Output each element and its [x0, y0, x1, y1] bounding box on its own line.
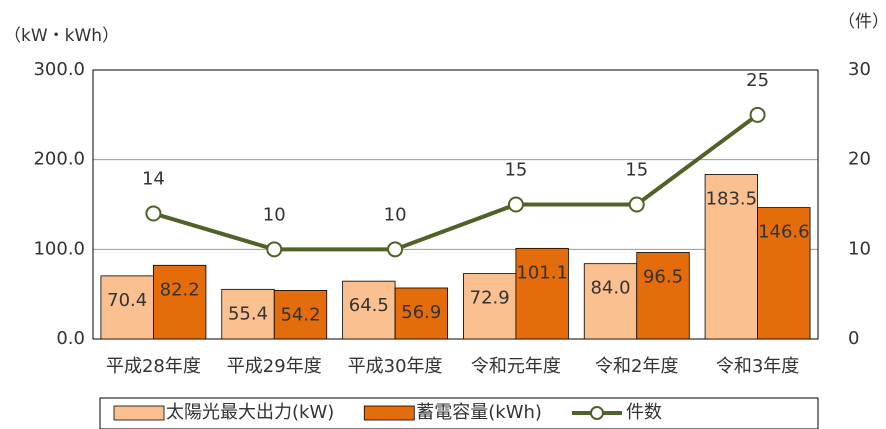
plot-frame	[92, 69, 819, 340]
legend-marker	[589, 406, 604, 420]
y-axis-label: （kW・kWh）	[4, 26, 119, 46]
line-value-label: 14	[142, 168, 165, 189]
y2-axis-label: （件）	[838, 12, 886, 32]
legend-label: 蓄電容量(kWh)	[416, 402, 542, 423]
bar-value-label: 101.1	[516, 262, 568, 283]
bar-value-label: 72.9	[470, 288, 510, 309]
bar	[394, 287, 448, 340]
bar	[463, 273, 517, 340]
bar-value-label: 56.9	[401, 302, 441, 323]
line-value-label: 15	[625, 160, 648, 181]
bar	[342, 280, 396, 340]
y2-tick-label: 20	[848, 149, 871, 170]
bar	[583, 263, 638, 340]
legend-box	[99, 397, 819, 429]
y-tick-label: 300.0	[33, 59, 85, 80]
line-marker	[145, 205, 162, 222]
line-marker	[507, 196, 524, 213]
line-value-label: 10	[263, 204, 286, 225]
x-tick-label: 平成30年度	[348, 356, 443, 377]
bar-value-label: 70.4	[107, 290, 147, 311]
line-value-label: 15	[504, 160, 527, 181]
bar	[636, 252, 690, 340]
bar-value-label: 84.0	[590, 278, 630, 299]
bar	[273, 290, 328, 340]
legend-swatch	[363, 405, 415, 421]
legend-label: 件数	[626, 402, 662, 423]
bar-value-label: 96.5	[643, 266, 683, 287]
x-tick-label: 令和元年度	[471, 356, 561, 377]
x-tick-label: 平成28年度	[106, 356, 201, 377]
bar-value-label: 55.4	[228, 303, 268, 324]
bar-value-label: 183.5	[706, 188, 758, 209]
y-tick-label: 200.0	[33, 149, 85, 170]
bar-value-label: 54.2	[280, 304, 320, 325]
line-marker	[266, 241, 283, 258]
line	[152, 113, 759, 252]
y2-tick-label: 30	[848, 59, 871, 80]
bar-value-label: 64.5	[349, 295, 389, 316]
bar	[515, 247, 569, 340]
bar	[100, 275, 154, 340]
line-marker	[749, 106, 766, 123]
bar	[153, 264, 207, 340]
line-value-label: 10	[384, 204, 407, 225]
bar	[704, 174, 758, 340]
y-tick-label: 100.0	[33, 238, 85, 259]
line-marker	[628, 196, 645, 213]
bar-value-label: 146.6	[758, 222, 810, 243]
line-marker	[387, 241, 404, 258]
bar	[757, 207, 811, 340]
x-tick-label: 平成29年度	[227, 356, 322, 377]
bar-value-label: 82.2	[160, 279, 200, 300]
bar	[221, 288, 275, 340]
legend-swatch	[113, 405, 165, 421]
legend-label: 太陽光最大出力(kW)	[166, 402, 334, 423]
x-tick-label: 令和3年度	[716, 356, 799, 377]
y-tick-label: 0.0	[56, 328, 85, 349]
y2-tick-label: 10	[848, 238, 871, 259]
x-tick-label: 令和2年度	[595, 356, 678, 377]
line-value-label: 25	[746, 70, 769, 91]
y2-tick-label: 0	[848, 328, 859, 349]
